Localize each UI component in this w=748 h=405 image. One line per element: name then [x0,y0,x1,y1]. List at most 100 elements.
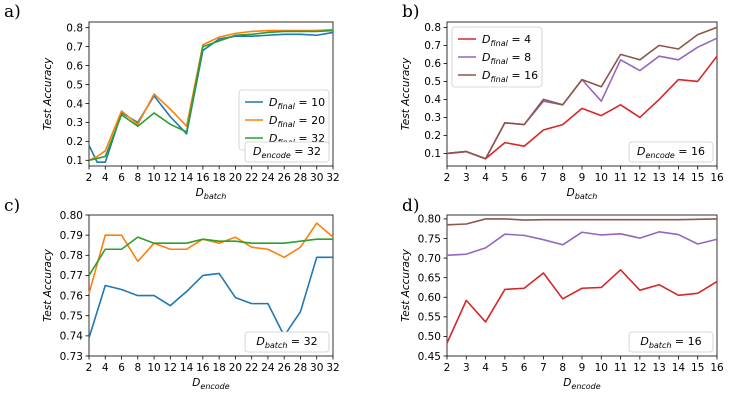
legend-entry: Dfinal = 16 [482,69,538,84]
legend-entry-rest: = 8 [508,51,531,64]
x-tick-label: 22 [245,172,258,184]
legend-entry-main: D [269,96,277,109]
x-tick-label: 12 [164,362,177,374]
x-tick-label: 28 [294,362,307,374]
x-axis-label-main: D [567,187,575,199]
y-tick-label: 0.2 [66,136,83,148]
annotation-text-rest: = 32 [291,145,321,158]
annotation-box [628,141,714,163]
y-tick-label: 0.3 [424,112,441,124]
x-tick-label: 4 [482,172,489,184]
x-tick-label: 8 [134,362,141,374]
panel-c: c)2 4 6 8 10 12 14 16 18 20 22 24 26 28 30 320.730.740.… [4,196,340,391]
x-axis-label: Dencode [563,377,600,391]
panel-label: b) [402,2,420,22]
x-axis-label-main: D [196,187,204,199]
panel-a: a)2 4 6 8 10 12 14 16 18 20 22 24 26 28 30 320.10.20.30… [4,2,340,201]
x-tick-label: 15 [691,172,704,184]
y-tick-label: 0.80 [418,214,441,226]
y-tick-label: 0.79 [60,230,83,242]
legend-entry: Dfinal = 10 [269,96,325,111]
x-tick-label: 2 [86,172,93,184]
x-tick-label: 24 [261,362,275,374]
y-tick-label: 0.77 [60,270,83,282]
x-tick-label: 22 [245,362,258,374]
x-tick-label: 13 [652,172,665,184]
x-tick-label: 9 [579,172,586,184]
series-line-3 [446,26,718,160]
y-tick-label: 0.78 [60,250,83,262]
annotation-text-rest: = 32 [287,335,317,348]
x-tick-label: 2 [444,362,451,374]
x-tick-label: 4 [102,362,109,374]
x-tick-label: 4 [102,172,109,184]
plot-frame [88,214,334,357]
x-tick-label: 14 [672,172,686,184]
x-tick-label: 32 [326,362,339,374]
annotation-box [244,331,330,353]
x-tick-label: 8 [559,172,566,184]
annotation-text-sub: encode [261,151,290,160]
series-line-2 [446,231,718,257]
x-tick-label: 8 [559,362,566,374]
legend-entry-main: D [482,69,490,82]
panel-label: a) [4,2,21,22]
legend-entry-main: D [269,114,277,127]
annotation: Dencode = 16 [628,141,714,163]
legend-entry-rest: = 10 [295,96,325,109]
y-tick-label: 0.3 [66,117,83,129]
x-tick-label: 9 [579,362,586,374]
legend-entry-rest: = 4 [508,33,531,46]
y-tick-label: 0.5 [424,76,441,88]
x-tick-label: 14 [180,362,194,374]
y-tick-label: 0.75 [60,311,83,323]
y-tick-label: 0.1 [66,155,83,167]
series-line-1 [446,55,718,160]
x-tick-label: 15 [691,362,704,374]
y-axis-label: Test Accuracy [42,57,54,130]
x-tick-label: 6 [521,362,528,374]
panel-label: c) [4,196,20,216]
y-tick-label: 0.55 [418,312,441,324]
legend-entry-sub: final [490,75,508,84]
x-axis-label-main: D [192,377,200,389]
annotation-text-sub: encode [645,151,674,160]
y-tick-label: 0.6 [66,60,83,72]
series-line-3 [88,29,334,162]
legend-entry-rest: = 20 [295,114,325,127]
plot-frame [88,21,334,167]
y-axis-label: Test Accuracy [400,57,412,130]
x-axis-label: Dbatch [567,187,598,201]
annotation-box [244,141,330,163]
annotation-text: Dbatch = 32 [256,335,317,350]
series-line-2 [88,28,334,162]
annotation-text: Dencode = 16 [637,145,705,160]
annotation-text-main: D [253,145,261,158]
x-tick-label: 8 [134,172,141,184]
x-axis-label-sub: encode [200,382,229,391]
y-axis-label: Test Accuracy [42,248,54,321]
y-tick-label: 0.5 [66,79,83,91]
x-tick-label: 10 [595,362,608,374]
annotation-text-rest: = 16 [671,335,701,348]
x-tick-label: 12 [164,172,177,184]
x-tick-label: 28 [294,172,307,184]
x-axis-label-main: D [563,377,571,389]
y-tick-label: 0.4 [424,94,441,106]
y-axis-label: Test Accuracy [400,248,412,321]
y-tick-label: 0.70 [418,253,441,265]
annotation-text-rest: = 16 [675,145,705,158]
annotation: Dbatch = 16 [628,331,714,353]
legend-entry: Dfinal = 20 [269,114,325,129]
annotation-text-sub: batch [265,341,288,350]
y-tick-label: 0.73 [60,351,83,363]
legend-entry-sub: final [490,39,508,48]
x-tick-label: 14 [672,362,686,374]
y-tick-label: 0.76 [60,290,84,302]
x-tick-label: 11 [614,172,627,184]
y-tick-label: 0.1 [424,148,441,160]
annotation-text-sub: batch [649,341,672,350]
x-tick-label: 13 [652,362,665,374]
